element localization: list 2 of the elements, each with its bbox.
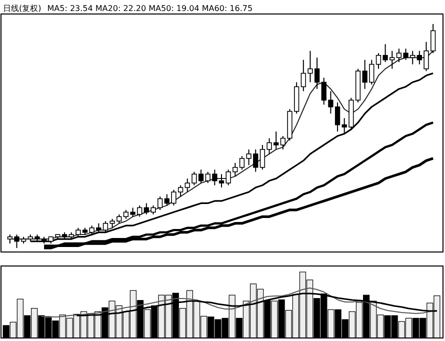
chart-title: 日线(复权) <box>3 4 42 13</box>
text: MA5: 23.54 MA20: 22.20 MA50: 19.04 MA60: 16.75 <box>47 4 253 13</box>
